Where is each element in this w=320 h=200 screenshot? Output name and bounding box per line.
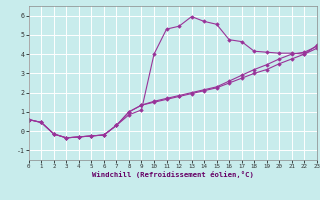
X-axis label: Windchill (Refroidissement éolien,°C): Windchill (Refroidissement éolien,°C)	[92, 171, 254, 178]
